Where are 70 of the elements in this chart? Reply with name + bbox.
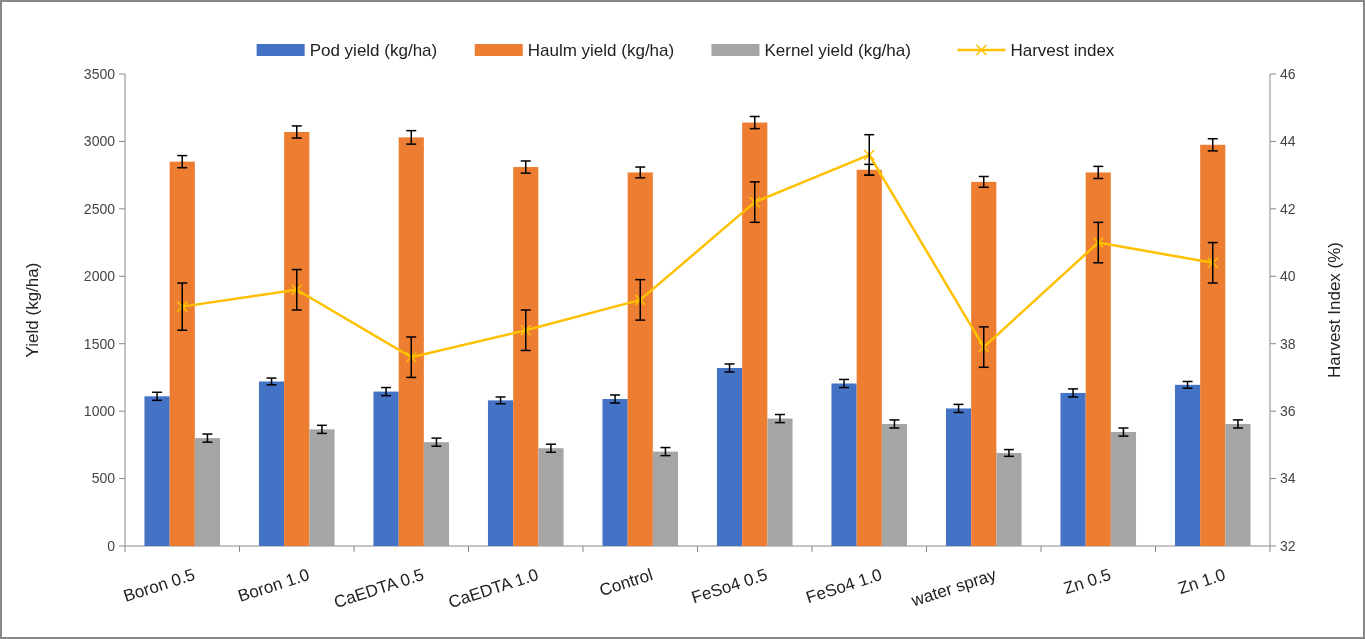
y2-tick-label: 38 <box>1280 335 1296 352</box>
bar <box>742 122 768 546</box>
bar <box>258 381 285 546</box>
bar <box>487 400 514 546</box>
legend-label: Haulm yield (kg/ha) <box>527 40 675 60</box>
y-tick-label: 0 <box>107 537 116 554</box>
point <box>749 196 761 208</box>
bar <box>144 396 170 546</box>
bar <box>513 167 539 546</box>
y2-tick-label: 44 <box>1280 133 1296 150</box>
y-tick-label: 500 <box>91 470 116 487</box>
x-tick-label: Boron 0.5 <box>121 565 198 606</box>
y2-tick-label: 34 <box>1280 470 1296 487</box>
y2-tick-label: 36 <box>1280 403 1296 420</box>
bar <box>652 451 679 546</box>
point <box>176 300 188 313</box>
bar <box>194 438 221 546</box>
point <box>520 324 532 336</box>
y2-tick-label: 46 <box>1280 65 1296 82</box>
point <box>863 149 875 161</box>
y2-tick-label: 32 <box>1280 537 1296 554</box>
y2-tick-label: 42 <box>1280 200 1296 217</box>
y-axis-title: Yield (kg/ha) <box>23 262 42 358</box>
bar <box>856 169 882 546</box>
legend-label: Pod yield (kg/ha) <box>309 40 438 60</box>
point <box>978 341 990 353</box>
bar <box>1225 423 1251 546</box>
y2-tick-label: 40 <box>1280 268 1296 285</box>
x-tick-label: FeSo4 1.0 <box>803 565 885 608</box>
bar <box>309 429 335 546</box>
point <box>1092 236 1104 249</box>
bar <box>284 131 310 546</box>
bar <box>423 442 450 546</box>
bar <box>971 181 997 546</box>
y-tick-label: 1000 <box>83 403 116 420</box>
bar <box>881 423 908 546</box>
bar <box>398 137 424 546</box>
bar <box>831 383 857 546</box>
bar <box>1174 384 1201 546</box>
x-tick-label: Zn 0.5 <box>1061 565 1114 599</box>
point <box>1207 257 1219 269</box>
y-tick-label: 1500 <box>83 335 116 352</box>
x-tick-label: FeSo4 0.5 <box>689 565 770 608</box>
x-tick-label: Boron 1.0 <box>235 565 312 606</box>
bar <box>1110 432 1137 546</box>
point <box>634 294 646 306</box>
bar <box>169 161 195 546</box>
y-tick-label: 3000 <box>83 133 116 150</box>
y2-axis-title: Harvest Index (%) <box>1325 241 1344 379</box>
point <box>291 284 303 296</box>
bar <box>767 418 793 546</box>
bar <box>1085 172 1111 546</box>
bar <box>945 408 972 546</box>
y-tick-label: 2000 <box>83 268 116 285</box>
x-tick-label: Control <box>597 565 656 601</box>
bar <box>716 367 743 546</box>
legend-label: Kernel yield (kg/ha) <box>764 40 911 60</box>
bar <box>538 448 564 546</box>
bar <box>996 452 1022 546</box>
bar <box>373 391 399 546</box>
legend-label: Harvest index <box>1010 40 1115 60</box>
y-tick-label: 3500 <box>83 65 116 82</box>
x-tick-label: Zn 1.0 <box>1175 565 1228 599</box>
bar <box>1200 144 1226 546</box>
x-tick-label: water spray <box>908 564 1000 611</box>
bar <box>627 172 653 546</box>
bar <box>1060 392 1086 546</box>
bar <box>602 399 628 546</box>
y-tick-label: 2500 <box>83 200 116 217</box>
point <box>405 351 417 363</box>
